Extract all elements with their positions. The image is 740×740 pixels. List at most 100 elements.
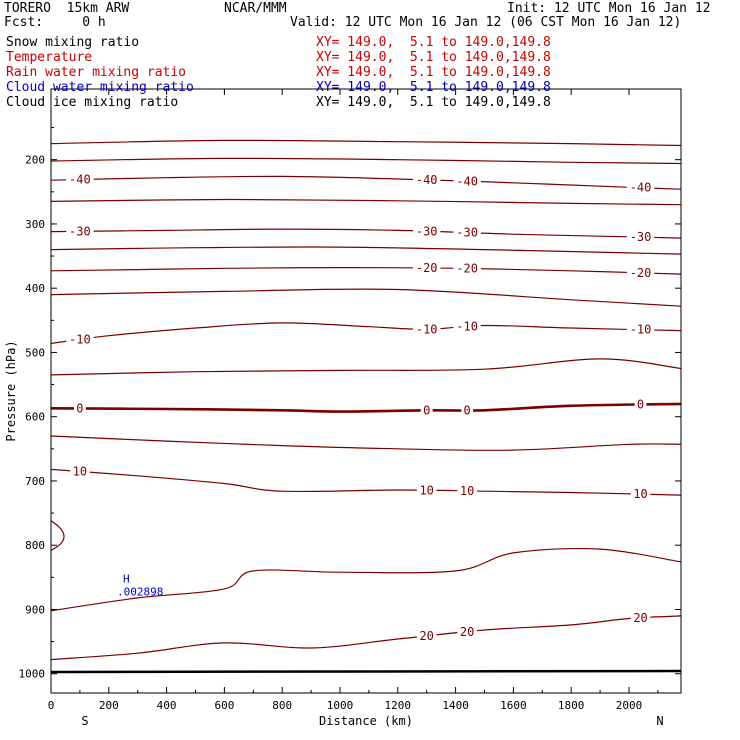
contour-label-bg <box>453 174 481 188</box>
y-tick-label: 200 <box>25 154 45 167</box>
y-tick-label: 300 <box>25 218 45 231</box>
contour-label: -10 <box>630 323 652 337</box>
field-snow-xy: XY= 149.0, 5.1 to 149.0,149.8 <box>316 35 551 50</box>
x-tick-label: 400 <box>157 699 177 712</box>
field-temperature-name: Temperature <box>6 50 93 65</box>
temperature-contour-0 <box>50 402 682 413</box>
contour-label: -20 <box>416 261 438 275</box>
contour-line-3 <box>50 246 682 255</box>
plot-frame <box>50 88 682 694</box>
contour-label: 20 <box>460 625 474 639</box>
contour-label-bg <box>457 624 477 638</box>
contour-label-bg <box>66 224 94 238</box>
contour-label: -40 <box>456 174 478 188</box>
contour-layer <box>50 139 682 661</box>
x-tick-label: 800 <box>272 699 292 712</box>
contour-label-bg <box>412 172 441 186</box>
contour-label: -30 <box>630 230 652 244</box>
x-tick-label: 1400 <box>442 699 469 712</box>
contour-label: -30 <box>416 224 438 238</box>
contour-line-6 <box>50 435 682 451</box>
y-tick-label: 600 <box>25 411 45 424</box>
contour-label: -10 <box>416 322 438 336</box>
contour-label: 10 <box>633 487 647 501</box>
contour-label-bg <box>70 464 90 478</box>
x-tick-label: 1000 <box>327 699 354 712</box>
contour-label: -40 <box>416 173 438 187</box>
contour-label-bg <box>457 483 477 497</box>
contour-label: -10 <box>456 320 478 334</box>
contour-label-bg <box>416 483 437 497</box>
org-label: NCAR/MMM <box>224 1 287 16</box>
x-end-label-south: S <box>81 714 88 728</box>
contour-label: 20 <box>633 611 647 625</box>
contour-label: 10 <box>419 483 433 497</box>
contour-label-bg <box>453 319 481 333</box>
contour-label: -40 <box>69 173 91 187</box>
contour-label-bg <box>626 230 655 244</box>
contour-label-bg <box>453 225 481 239</box>
contour-label: 0 <box>423 403 430 417</box>
contour-label-bg <box>412 224 441 238</box>
terrain-line <box>50 669 682 674</box>
x-tick-label: 1600 <box>500 699 527 712</box>
field-rain-xy: XY= 149.0, 5.1 to 149.0,149.8 <box>316 65 551 80</box>
contour-label-bg <box>630 610 651 624</box>
field-cloudice-name: Cloud ice mixing ratio <box>6 95 179 110</box>
contour-label-bg <box>420 403 433 417</box>
field-rain-name: Rain water mixing ratio <box>6 65 187 80</box>
contour-label-bg <box>626 180 655 194</box>
contour-label: 10 <box>460 484 474 498</box>
cloud-water-max-value: .002898 <box>117 585 163 598</box>
contour-label-bg <box>416 629 437 643</box>
field-cloudwater-xy: XY= 149.0, 5.1 to 149.0,149.8 <box>316 80 551 95</box>
contour-closed-surface <box>50 520 65 551</box>
y-tick-label: 700 <box>25 475 45 488</box>
contour-label-bg <box>634 397 647 411</box>
x-tick-label: 2000 <box>616 699 643 712</box>
x-tick-label: 0 <box>48 699 55 712</box>
contour-label: -30 <box>69 224 91 238</box>
x-tick-label: 200 <box>99 699 119 712</box>
y-tick-label: 400 <box>25 282 45 295</box>
contour-label: 0 <box>76 402 83 416</box>
contour-label: 0 <box>637 398 644 412</box>
contour-label: -20 <box>630 266 652 280</box>
contour-label: -20 <box>456 262 478 276</box>
contour-line-1 <box>50 157 682 165</box>
field-cloudwater-name: Cloud water mixing ratio <box>6 80 194 95</box>
x-end-label-north: N <box>656 714 663 728</box>
contour-line-0 <box>50 139 682 147</box>
y-tick-label: 1000 <box>19 668 46 681</box>
temperature-contour--30 <box>50 228 682 239</box>
cloud-water-max-label: H <box>123 572 130 585</box>
contour-label-bg <box>73 401 86 415</box>
contour-label-bg <box>66 332 94 346</box>
temperature-contour-20 <box>50 615 682 661</box>
y-tick-label: 500 <box>25 346 45 359</box>
model-title: TORERO 15km ARW <box>4 1 130 16</box>
field-temperature-xy: XY= 149.0, 5.1 to 149.0,149.8 <box>316 50 551 65</box>
y-axis-title: Pressure (hPa) <box>4 340 18 441</box>
x-tick-label: 600 <box>214 699 234 712</box>
init-time: Init: 12 UTC Mon 16 Jan 12 <box>507 1 711 16</box>
temperature-contour-10 <box>50 468 682 496</box>
contour-label-bg <box>66 172 94 186</box>
contour-line-4 <box>50 288 682 307</box>
contour-label-bg <box>412 322 441 336</box>
temperature-contour--10 <box>50 322 682 345</box>
contour-label-layer: -40 -40 -40 -40 -30 -30 -30 -30 -20 -20 -20 -10 -10 -… <box>66 172 655 643</box>
field-snow-name: Snow mixing ratio <box>6 35 140 50</box>
contour-label-bg <box>626 265 655 279</box>
contour-label: 0 <box>464 403 471 417</box>
contour-label: -10 <box>69 333 91 347</box>
field-cloudice-xy: XY= 149.0, 5.1 to 149.0,149.8 <box>316 95 551 110</box>
temperature-contour--40 <box>50 175 682 190</box>
contour-label-bg <box>626 322 655 336</box>
contour-label-bg <box>412 261 441 275</box>
x-tick-label: 1200 <box>385 699 412 712</box>
contour-label: -40 <box>630 181 652 195</box>
contour-line-2 <box>50 198 682 206</box>
x-axis-title: Distance (km) <box>319 714 413 728</box>
